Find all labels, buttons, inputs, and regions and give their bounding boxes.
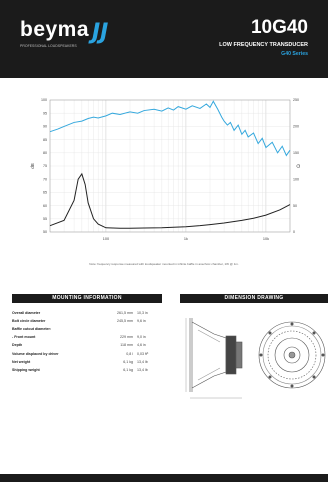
spec-value-metric: 118 mm — [120, 343, 133, 348]
spec-row: Shipping weight 6,1 kg 13,4 lb — [12, 366, 172, 374]
spec-label: Overall diameter — [12, 311, 41, 316]
y-right-tick-label: 150 — [293, 151, 299, 155]
front-view-drawing — [258, 321, 326, 389]
header-band: beyma JJ PROFESSIONAL LOUDSPEAKERS 10G40… — [0, 0, 328, 78]
y-right-tick-label: 200 — [293, 125, 299, 129]
side-view-drawing — [185, 318, 243, 399]
spec-value-metric: 6,1 kg — [123, 359, 133, 364]
brand-mark-icon: JJ — [92, 20, 109, 45]
y-axis-label-left: dB — [30, 163, 35, 169]
spec-label: Shipping weight — [12, 367, 40, 372]
spec-label: Depth — [12, 343, 23, 348]
dimension-section-header: DIMENSION DRAWING — [180, 294, 328, 303]
y-left-tick-label: 65 — [43, 191, 47, 195]
plot-frame — [49, 99, 291, 233]
y-left-tick-label: 100 — [41, 98, 47, 102]
spec-label: Volume displaced by driver — [12, 351, 59, 356]
spec-value-imperial: 4,6 in — [137, 343, 146, 348]
x-tick-label: 10k — [263, 237, 269, 241]
y-left-tick-label: 85 — [43, 138, 47, 142]
spec-value-imperial: 9,0 in — [137, 335, 146, 340]
x-tick-label: 100 — [103, 237, 109, 241]
mounting-spec-table: Overall diameter 261,5 mm 10,3 in Bolt circ… — [12, 309, 172, 374]
spec-value-metric: 261,5 mm — [117, 311, 133, 316]
spec-value-imperial: 0,03 ft³ — [137, 351, 149, 356]
spec-row: Bolt circle diameter 245,5 mm 9,6 in — [12, 317, 172, 325]
spec-row: Depth 118 mm 4,6 in — [12, 341, 172, 349]
spec-value-imperial: 10,3 in — [137, 311, 148, 316]
spec-row: Baffle cutout diameter: — [12, 325, 172, 333]
spec-value-metric: 6,1 kg — [123, 367, 133, 372]
chart-caption: Note: frequency response measured with l… — [89, 262, 239, 266]
y-left-tick-label: 50 — [43, 230, 47, 234]
y-axis-label-right: Ω — [296, 164, 302, 168]
spec-label: Bolt circle diameter — [12, 319, 46, 324]
y-left-tick-label: 60 — [43, 204, 47, 208]
spec-label: Net weight — [12, 359, 31, 364]
x-tick-label: 1k — [184, 237, 188, 241]
spec-value-imperial: 13,4 lb — [137, 367, 148, 372]
product-subtitle: LOW FREQUENCY TRANSDUCER — [219, 42, 308, 48]
spec-value-metric: 0,8 l — [126, 351, 133, 356]
mounting-section-header: MOUNTING INFORMATION — [12, 294, 162, 303]
y-left-tick-label: 80 — [43, 151, 47, 155]
spec-label: - Front mount — [12, 335, 36, 340]
brand-tagline: PROFESSIONAL LOUDSPEAKERS — [20, 44, 77, 48]
y-left-tick-label: 95 — [43, 111, 47, 115]
spec-row: - Front mount 229 mm 9,0 in — [12, 333, 172, 341]
impedance-curve-line — [49, 172, 291, 229]
spec-value-metric: 229 mm — [120, 335, 133, 340]
y-left-tick-label: 90 — [43, 125, 47, 129]
spec-value-imperial: 9,6 in — [137, 319, 146, 324]
spl-response-line — [49, 100, 291, 157]
brand-logo: beyma — [20, 18, 90, 41]
y-right-tick-label: 100 — [293, 177, 299, 181]
series-label: G40 Series — [281, 51, 308, 57]
footer-band — [0, 474, 328, 482]
y-right-tick-label: 0 — [293, 230, 295, 234]
spec-label: Baffle cutout diameter: — [12, 327, 52, 332]
spec-row: Net weight 6,1 kg 13,4 lb — [12, 358, 172, 366]
spec-value-metric: 245,5 mm — [117, 319, 133, 324]
y-right-tick-label: 250 — [293, 98, 299, 102]
chart-svg: 100 95 90 85 80 75 70 65 60 55 50 250 200 150 100 50 0 10… — [30, 98, 302, 241]
spec-row: Volume displaced by driver 0,8 l 0,03 ft³ — [12, 349, 172, 357]
model-title: 10G40 — [250, 17, 308, 38]
dimension-drawing — [180, 306, 328, 404]
y-right-tick-label: 50 — [293, 204, 297, 208]
spec-row: Overall diameter 261,5 mm 10,3 in — [12, 309, 172, 317]
dimension-drawing-svg — [185, 318, 326, 399]
spec-value-imperial: 13,4 lb — [137, 359, 148, 364]
y-left-tick-label: 70 — [43, 177, 47, 181]
y-left-tick-label: 55 — [43, 217, 47, 221]
y-left-tick-label: 75 — [43, 164, 47, 168]
frequency-response-chart: 100 95 90 85 80 75 70 65 60 55 50 250 200 150 100 50 0 10… — [28, 92, 304, 252]
